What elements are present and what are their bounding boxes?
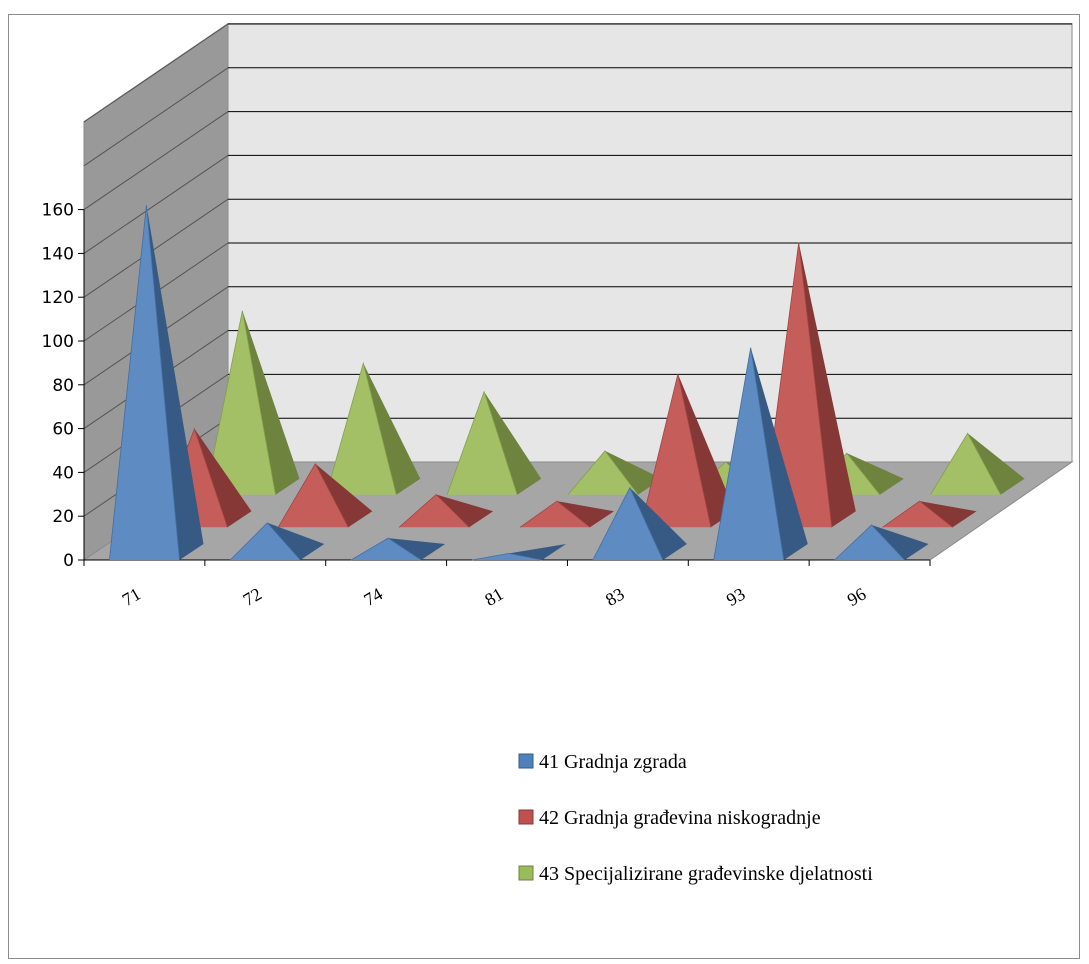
x-tick-label: 72 (239, 584, 265, 610)
pyramid-side (146, 205, 204, 560)
pyramid-edge (519, 500, 591, 528)
pyramid-face (205, 310, 276, 495)
x-tick-label: 96 (844, 584, 870, 610)
pyramid-edge (713, 347, 785, 561)
gridline (83, 154, 229, 254)
y-tick-label: 60 (52, 420, 74, 440)
pyramid-side (363, 363, 421, 495)
pyramid-side (967, 433, 1025, 495)
pyramid-side (315, 463, 373, 528)
y-tick-label: 20 (52, 507, 74, 527)
pyramid-edge (446, 390, 518, 495)
gridline (83, 23, 229, 123)
pyramid-side (557, 501, 614, 528)
pyramid-edge (882, 500, 953, 528)
pyramid-face (930, 433, 1001, 495)
pyramid-face (278, 463, 349, 528)
pyramid-side (436, 494, 494, 528)
legend-label: 41 Gradnja zgrada (539, 751, 687, 773)
pyramid-edge (567, 450, 639, 495)
y-tick-label: 0 (63, 551, 74, 571)
legend-label: 42 Gradnja građevina niskogradnje (539, 807, 821, 829)
x-tick-label: 81 (481, 584, 507, 610)
pyramid-face (713, 347, 784, 560)
y-tick-label: 120 (42, 288, 74, 308)
pyramid-edge (325, 361, 397, 495)
x-tick-label: 93 (723, 584, 749, 610)
pyramid-side (242, 310, 300, 495)
pyramid-edge (277, 462, 349, 528)
pyramid-side (919, 501, 977, 528)
pyramid-edge (398, 493, 470, 528)
legend-swatch (518, 865, 534, 881)
pyramid-side (194, 428, 252, 528)
pyramid-face (592, 487, 663, 560)
pyramid-side (677, 374, 735, 528)
gridline (83, 198, 229, 298)
pyramid-edge (640, 373, 712, 528)
y-tick-label: 140 (42, 244, 74, 264)
pyramid-face (109, 205, 180, 560)
x-tick-label: 74 (360, 584, 386, 610)
pyramid-face (640, 374, 711, 528)
gridline (83, 111, 229, 211)
pyramid-edge (471, 552, 543, 561)
pyramid-face (520, 501, 590, 528)
legend-swatch (518, 753, 534, 769)
pyramid-edge (109, 205, 180, 561)
pyramid-side (605, 450, 662, 495)
pyramid-side (798, 242, 856, 528)
pyramid-face (882, 501, 953, 528)
x-tick-label: 71 (119, 584, 145, 610)
pyramid-face (472, 553, 542, 560)
pyramid-side (871, 525, 929, 560)
pyramid-face (399, 494, 470, 528)
x-tick-label: 83 (602, 584, 628, 610)
pyramid-edge (350, 537, 422, 561)
legend-label: 43 Specijalizirane građevinske djelatnos… (539, 863, 873, 885)
pyramid-side (388, 538, 446, 560)
pyramid-edge (834, 524, 905, 561)
pyramid-face (351, 538, 422, 560)
pyramid-edge (205, 310, 276, 495)
pyramid-face (447, 391, 518, 495)
pyramid-edge (229, 522, 301, 561)
legend-swatch (518, 809, 534, 825)
pyramid-side (267, 522, 325, 560)
pyramid-face (568, 450, 638, 495)
y-tick-label: 160 (42, 201, 74, 221)
pyramid-side (484, 391, 542, 495)
y-tick-label: 100 (42, 332, 74, 352)
gridline (83, 67, 229, 167)
pyramid-face (326, 363, 397, 495)
pyramid-side (629, 487, 687, 560)
pyramid-face (834, 525, 905, 560)
pyramid-edge (930, 432, 1001, 495)
pyramid-edge (592, 486, 664, 561)
pyramid-side (750, 347, 808, 560)
pyramid-face (230, 522, 301, 560)
y-tick-label: 80 (52, 376, 74, 396)
y-tick-label: 40 (52, 463, 74, 483)
pyramid-side (846, 453, 904, 495)
